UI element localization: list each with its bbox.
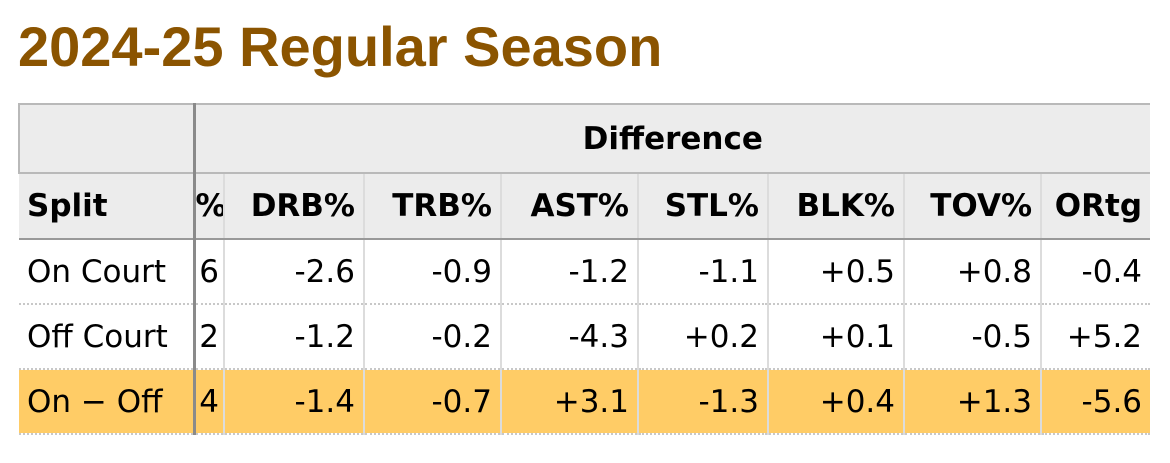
cell-ast-pct: +3.1 — [501, 369, 639, 435]
cell-partial: 6 — [194, 239, 225, 305]
cell-blk-pct: +0.5 — [768, 239, 905, 305]
column-header-blk-pct[interactable]: BLK% — [768, 173, 905, 240]
column-header-tov-pct[interactable]: TOV% — [904, 173, 1042, 240]
column-header-ortg[interactable]: ORtg — [1041, 173, 1150, 240]
column-header-trb-pct[interactable]: TRB% — [364, 173, 502, 240]
over-header-blank — [18, 103, 196, 174]
table-row-on-court: On Court 6 -2.6 -0.9 -1.2 -1.1 +0.5 +0.8… — [19, 239, 1150, 305]
table-over-header: Difference — [18, 103, 1150, 174]
cell-split: Off Court — [19, 304, 196, 370]
column-header-drb-pct[interactable]: DRB% — [224, 173, 365, 240]
cell-ortg: -0.4 — [1041, 239, 1150, 305]
cell-ast-pct: -4.3 — [501, 304, 639, 370]
cell-stl-pct: -1.1 — [638, 239, 769, 305]
cell-ortg: -5.6 — [1041, 369, 1150, 435]
cell-tov-pct: -0.5 — [904, 304, 1042, 370]
cell-tov-pct: +0.8 — [904, 239, 1042, 305]
on-off-stats-table: Difference Split % DRB% TRB% AST% STL% B… — [18, 103, 1150, 435]
cell-blk-pct: +0.4 — [768, 369, 905, 435]
column-header-partial[interactable]: % — [194, 173, 225, 240]
cell-blk-pct: +0.1 — [768, 304, 905, 370]
cell-trb-pct: -0.9 — [364, 239, 502, 305]
cell-split: On − Off — [19, 369, 196, 435]
over-header-difference: Difference — [192, 103, 1150, 174]
column-header-split[interactable]: Split — [19, 173, 196, 240]
cell-stl-pct: +0.2 — [638, 304, 769, 370]
page-title: 2024-25 Regular Season — [18, 15, 663, 78]
cell-ortg: +5.2 — [1041, 304, 1150, 370]
cell-drb-pct: -1.2 — [224, 304, 365, 370]
stats-table-container: Difference Split % DRB% TRB% AST% STL% B… — [18, 103, 1150, 438]
cell-partial: 2 — [194, 304, 225, 370]
column-header-ast-pct[interactable]: AST% — [501, 173, 639, 240]
cell-tov-pct: +1.3 — [904, 369, 1042, 435]
cell-trb-pct: -0.7 — [364, 369, 502, 435]
cell-drb-pct: -1.4 — [224, 369, 365, 435]
column-header-stl-pct[interactable]: STL% — [638, 173, 769, 240]
cell-stl-pct: -1.3 — [638, 369, 769, 435]
cell-split: On Court — [19, 239, 196, 305]
cell-drb-pct: -2.6 — [224, 239, 365, 305]
table-header-row: Split % DRB% TRB% AST% STL% BLK% TOV% OR… — [19, 173, 1150, 240]
cell-partial: 4 — [194, 369, 225, 435]
cell-ast-pct: -1.2 — [501, 239, 639, 305]
table-row-off-court: Off Court 2 -1.2 -0.2 -4.3 +0.2 +0.1 -0.… — [19, 304, 1150, 370]
cell-trb-pct: -0.2 — [364, 304, 502, 370]
table-row-on-minus-off: On − Off 4 -1.4 -0.7 +3.1 -1.3 +0.4 +1.3… — [19, 369, 1150, 435]
